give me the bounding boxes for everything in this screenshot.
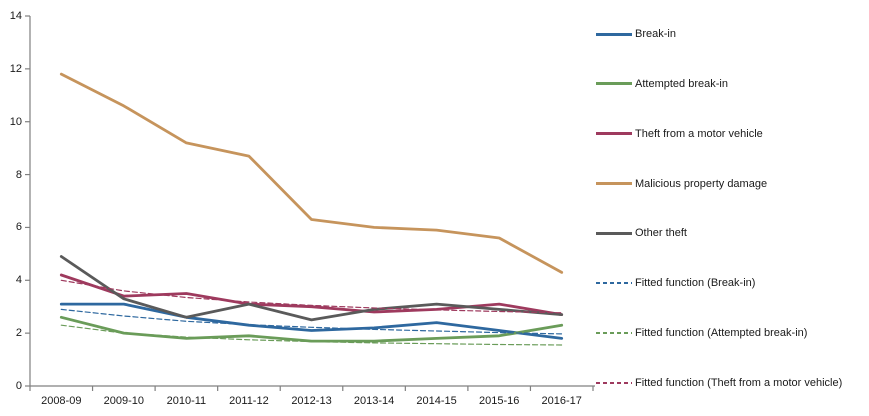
legend-label: Fitted function (Break-in) [635,277,756,290]
legend-item-fitted-function-break-in: Fitted function (Break-in) [596,275,755,291]
series-line-fitted-function-break-in [60,308,563,335]
x-tick-label: 2014-15 [416,395,457,407]
legend-solid-line-swatch [596,182,632,186]
x-tick-label: 2015-16 [478,395,520,407]
legend-label: Break-in [635,28,676,40]
y-tick-label: 14 [9,10,22,22]
legend-label: Attempted break-in [635,77,728,90]
legend-item-attempted-break-in: Attempted break-in [596,76,728,92]
y-tick-label: 4 [15,274,22,287]
x-tick-label: 2012-13 [291,395,332,407]
legend-solid-line-swatch [596,82,632,86]
legend-item-break-in: Break-in [596,26,676,42]
y-tick-label: 6 [15,221,22,234]
x-tick-label: 2008-09 [41,395,82,407]
series-line-fitted-function-attempted-break-in [60,324,563,346]
legend-solid-line-swatch [596,32,632,36]
legend-label: Other theft [635,227,687,240]
legend-label: Fitted function (Attempted break-in) [635,327,808,340]
legend-dashed-line-swatch [596,381,632,384]
legend-dashed-line-swatch [596,332,632,335]
legend-dashed-line-swatch [596,282,632,285]
legend-item-malicious-property-damage: Malicious property damage [596,176,767,192]
series-line-other-theft [59,255,564,322]
y-tick-label: 0 [15,380,22,392]
legend-item-fitted-function-theft-from-a-motor-vehicle: Fitted function (Theft from a motor vehi… [596,375,842,391]
y-tick-label: 2 [15,327,22,340]
series-line-theft-from-a-motor-vehicle [59,273,564,317]
x-tick-label: 2013-14 [353,395,395,407]
legend-item-theft-from-a-motor-vehicle: Theft from a motor vehicle [596,126,763,142]
x-tick-label: 2010-11 [166,395,207,407]
legend-label: Malicious property damage [635,177,768,190]
legend-item-other-theft: Other theft [596,225,687,241]
y-tick-label: 12 [9,62,22,75]
y-tick-label: 10 [9,115,22,128]
legend-item-fitted-function-attempted-break-in: Fitted function (Attempted break-in) [596,325,807,341]
legend-label: Theft from a motor vehicle [635,127,763,140]
legend-solid-line-swatch [596,231,632,235]
series-line-malicious-property-damage [59,72,564,274]
x-tick-label: 2009-10 [103,395,145,407]
x-tick-label: 2011-12 [229,395,269,407]
legend-label: Fitted function (Theft from a motor vehi… [635,376,843,389]
series-line-fitted-function-theft-from-a-motor-vehicle [60,279,563,314]
y-tick-label: 8 [15,168,22,181]
x-tick-label: 2016-17 [541,395,582,407]
series-line-break-in [59,302,564,340]
legend-solid-line-swatch [596,132,632,136]
